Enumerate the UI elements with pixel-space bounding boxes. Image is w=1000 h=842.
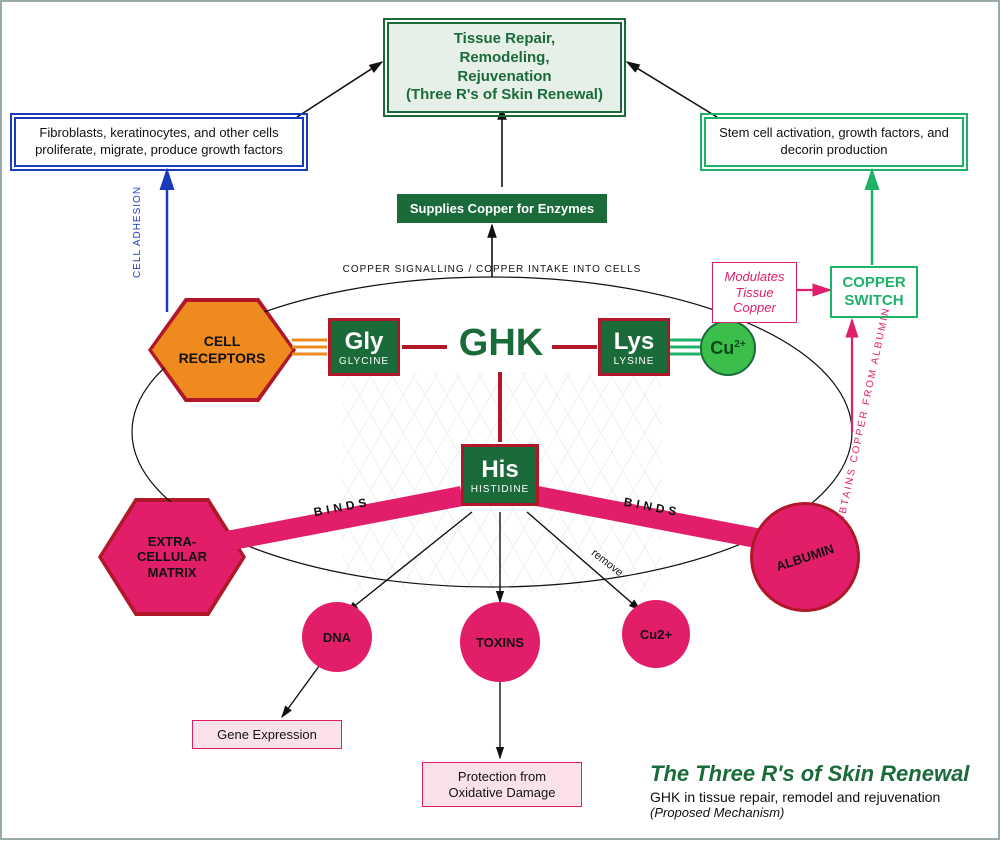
- oxidative-box: Protection from Oxidative Damage: [422, 762, 582, 807]
- top-center-line1: Tissue Repair,: [454, 30, 555, 49]
- cell-adhesion-label: CELL ADHESION: [132, 222, 143, 242]
- top-center-line4: (Three R's of Skin Renewal): [406, 86, 603, 105]
- cu-circle: Cu2+: [700, 320, 756, 376]
- gene-expression-box: Gene Expression: [192, 720, 342, 749]
- binds-right-label: BINDS: [592, 489, 712, 526]
- ecm-hex: EXTRA- CELLULAR MATRIX: [102, 502, 242, 612]
- binds-left-label: BINDS: [282, 489, 402, 526]
- toxins-circle: TOXINS: [460, 602, 540, 682]
- lys-big: Lys: [614, 328, 654, 356]
- cell-receptors-hex: CELL RECEPTORS: [152, 302, 292, 398]
- title-note: (Proposed Mechanism): [650, 805, 784, 820]
- top-center-line2: Remodeling,: [459, 49, 549, 68]
- cu2-pink-circle: Cu2+: [622, 600, 690, 668]
- copper-signalling-label: COPPER SIGNALLING / COPPER INTAKE INTO C…: [302, 264, 682, 275]
- top-left-text: Fibroblasts, keratinocytes, and other ce…: [26, 125, 292, 159]
- his-box: His HISTIDINE: [461, 444, 539, 506]
- top-center-line3: Rejuvenation: [457, 68, 551, 87]
- gly-box: Gly GLYCINE: [328, 318, 400, 376]
- supplies-text: Supplies Copper for Enzymes: [410, 201, 594, 216]
- top-left-box: Fibroblasts, keratinocytes, and other ce…: [14, 117, 304, 167]
- copper-switch-box: COPPER SWITCH: [830, 266, 918, 318]
- modulates-box: Modulates Tissue Copper: [712, 262, 797, 323]
- ghk-label: GHK: [442, 322, 560, 365]
- top-right-text: Stem cell activation, growth factors, an…: [716, 125, 952, 159]
- obtains-label: OBTAINS COPPER FROM ALBUMIN: [840, 326, 888, 504]
- lys-box: Lys LYSINE: [598, 318, 670, 376]
- title-block: The Three R's of Skin Renewal GHK in tis…: [650, 761, 980, 820]
- dna-circle: DNA: [302, 602, 372, 672]
- top-center-box: Tissue Repair, Remodeling, Rejuvenation …: [387, 22, 622, 113]
- top-right-box: Stem cell activation, growth factors, an…: [704, 117, 964, 167]
- remove-label: remove: [576, 537, 639, 590]
- gly-small: GLYCINE: [339, 356, 389, 367]
- his-small: HISTIDINE: [471, 484, 529, 495]
- supplies-box: Supplies Copper for Enzymes: [397, 194, 607, 223]
- gly-big: Gly: [345, 328, 384, 356]
- title-main: The Three R's of Skin Renewal: [650, 761, 969, 787]
- his-big: His: [481, 456, 518, 484]
- lys-small: LYSINE: [614, 356, 655, 367]
- title-sub: GHK in tissue repair, remodel and rejuve…: [650, 789, 940, 805]
